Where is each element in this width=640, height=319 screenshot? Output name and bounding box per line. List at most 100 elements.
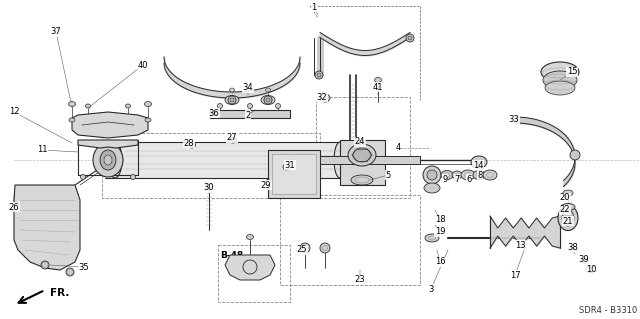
Ellipse shape: [427, 170, 437, 180]
Text: SDR4 - B3310: SDR4 - B3310: [579, 306, 637, 315]
Polygon shape: [14, 185, 80, 270]
Text: 8: 8: [477, 170, 483, 180]
Circle shape: [66, 268, 74, 276]
Ellipse shape: [563, 190, 573, 196]
Ellipse shape: [189, 142, 195, 148]
Ellipse shape: [246, 234, 253, 240]
Text: 9: 9: [442, 174, 447, 183]
Text: 6: 6: [467, 174, 472, 183]
Ellipse shape: [374, 78, 381, 83]
Text: 28: 28: [184, 138, 195, 147]
Ellipse shape: [461, 170, 475, 180]
Ellipse shape: [205, 184, 213, 190]
Ellipse shape: [190, 143, 194, 147]
Ellipse shape: [230, 88, 234, 92]
Text: 29: 29: [260, 181, 271, 189]
Text: 7: 7: [454, 174, 460, 183]
Ellipse shape: [86, 104, 90, 108]
Ellipse shape: [231, 138, 235, 142]
Text: 31: 31: [285, 160, 295, 169]
Ellipse shape: [211, 110, 216, 115]
Ellipse shape: [108, 142, 122, 178]
Ellipse shape: [230, 137, 237, 143]
Ellipse shape: [266, 180, 271, 184]
Bar: [115, 142, 340, 178]
Text: 3: 3: [428, 285, 434, 293]
Ellipse shape: [317, 73, 321, 77]
Circle shape: [131, 174, 136, 180]
Text: 26: 26: [9, 203, 19, 211]
Ellipse shape: [545, 81, 575, 95]
Polygon shape: [78, 140, 138, 148]
Ellipse shape: [93, 143, 123, 177]
Text: 36: 36: [209, 108, 220, 117]
Ellipse shape: [275, 103, 280, 108]
Text: 10: 10: [586, 264, 596, 273]
Text: 15: 15: [567, 68, 577, 77]
Ellipse shape: [320, 243, 330, 253]
Ellipse shape: [266, 98, 270, 102]
Ellipse shape: [543, 71, 577, 89]
Text: 11: 11: [36, 145, 47, 154]
Bar: [340, 140, 385, 185]
Ellipse shape: [145, 118, 151, 122]
Text: 18: 18: [435, 216, 445, 225]
Bar: [320, 156, 420, 164]
Text: 13: 13: [515, 241, 525, 249]
Ellipse shape: [125, 104, 131, 108]
Bar: [210, 110, 290, 118]
Ellipse shape: [266, 88, 271, 92]
Ellipse shape: [351, 175, 373, 185]
Text: 24: 24: [355, 137, 365, 146]
Text: 37: 37: [51, 27, 61, 36]
Ellipse shape: [558, 205, 578, 231]
Ellipse shape: [582, 258, 589, 263]
Ellipse shape: [561, 204, 575, 211]
Ellipse shape: [441, 170, 453, 180]
Ellipse shape: [406, 34, 414, 42]
Ellipse shape: [104, 155, 112, 165]
Ellipse shape: [408, 36, 412, 40]
Ellipse shape: [473, 170, 485, 180]
Ellipse shape: [425, 234, 439, 242]
Ellipse shape: [248, 103, 253, 108]
Text: 33: 33: [509, 115, 520, 124]
Ellipse shape: [264, 98, 272, 102]
Ellipse shape: [348, 144, 376, 166]
Circle shape: [570, 150, 580, 160]
Text: 38: 38: [568, 243, 579, 253]
Text: 17: 17: [509, 271, 520, 279]
Ellipse shape: [320, 94, 330, 102]
Text: 39: 39: [579, 256, 589, 264]
Ellipse shape: [100, 150, 116, 170]
Ellipse shape: [225, 95, 239, 105]
Ellipse shape: [334, 142, 346, 178]
Text: 35: 35: [79, 263, 90, 271]
Ellipse shape: [230, 98, 234, 102]
Text: B-48: B-48: [220, 250, 243, 259]
Ellipse shape: [562, 210, 574, 226]
Circle shape: [283, 164, 289, 170]
Text: 34: 34: [243, 84, 253, 93]
Text: 40: 40: [138, 61, 148, 70]
Ellipse shape: [423, 166, 441, 184]
Ellipse shape: [424, 183, 440, 193]
Text: 32: 32: [317, 93, 327, 101]
Ellipse shape: [315, 71, 323, 79]
Ellipse shape: [264, 96, 272, 104]
Ellipse shape: [68, 101, 76, 107]
Text: 12: 12: [9, 108, 19, 116]
Ellipse shape: [300, 243, 310, 253]
Text: 30: 30: [204, 183, 214, 192]
Text: 4: 4: [396, 144, 401, 152]
Ellipse shape: [541, 62, 579, 82]
Text: 23: 23: [355, 276, 365, 285]
Ellipse shape: [228, 96, 236, 104]
Text: FR.: FR.: [50, 288, 69, 298]
Ellipse shape: [145, 101, 152, 107]
Text: 27: 27: [227, 133, 237, 143]
Ellipse shape: [228, 98, 236, 102]
Ellipse shape: [353, 148, 371, 162]
Text: 20: 20: [560, 194, 570, 203]
Ellipse shape: [69, 118, 75, 122]
